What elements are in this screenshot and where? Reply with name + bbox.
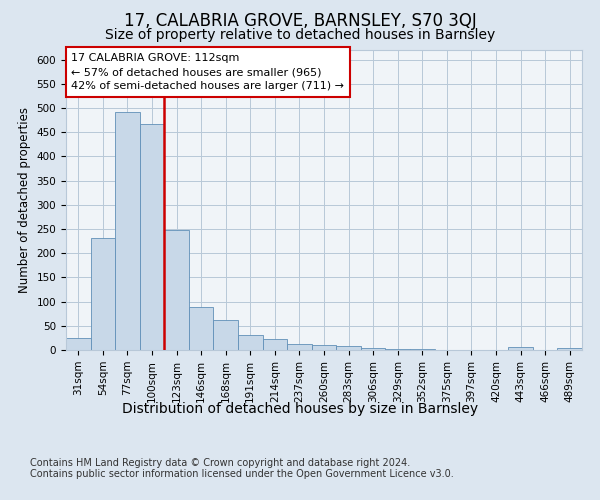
- Bar: [336, 346, 361, 350]
- Bar: [287, 344, 312, 350]
- Bar: [140, 124, 164, 350]
- Bar: [189, 308, 214, 350]
- Bar: [115, 112, 140, 350]
- Bar: [361, 348, 385, 350]
- Bar: [557, 348, 582, 350]
- Text: Size of property relative to detached houses in Barnsley: Size of property relative to detached ho…: [105, 28, 495, 42]
- Y-axis label: Number of detached properties: Number of detached properties: [18, 107, 31, 293]
- Bar: [312, 345, 336, 350]
- Bar: [214, 320, 238, 350]
- Bar: [91, 238, 115, 350]
- Text: Distribution of detached houses by size in Barnsley: Distribution of detached houses by size …: [122, 402, 478, 416]
- Bar: [238, 335, 263, 350]
- Bar: [410, 349, 434, 350]
- Text: Contains HM Land Registry data © Crown copyright and database right 2024.
Contai: Contains HM Land Registry data © Crown c…: [30, 458, 454, 479]
- Bar: [164, 230, 189, 350]
- Bar: [263, 340, 287, 350]
- Bar: [66, 338, 91, 350]
- Text: 17 CALABRIA GROVE: 112sqm
← 57% of detached houses are smaller (965)
42% of semi: 17 CALABRIA GROVE: 112sqm ← 57% of detac…: [71, 53, 344, 91]
- Bar: [385, 348, 410, 350]
- Text: 17, CALABRIA GROVE, BARNSLEY, S70 3QJ: 17, CALABRIA GROVE, BARNSLEY, S70 3QJ: [124, 12, 476, 30]
- Bar: [508, 347, 533, 350]
